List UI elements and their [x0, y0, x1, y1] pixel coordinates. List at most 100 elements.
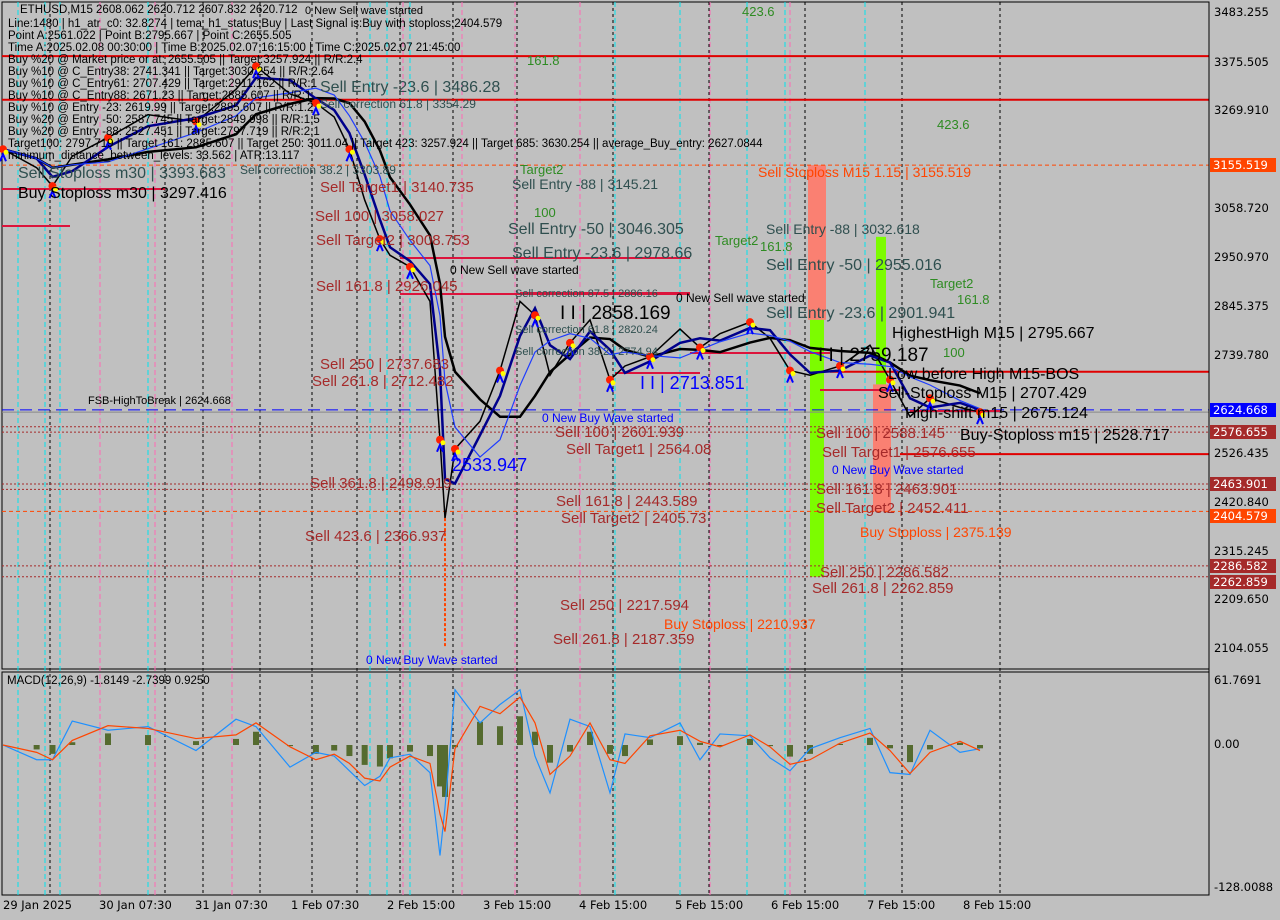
chart-annotation-label: Buy Stoploss | 2375.139: [860, 524, 1012, 540]
chart-annotation-label: Sell Entry -50 | 2955.016: [766, 257, 942, 274]
chart-annotation-label: Sell Stoploss M15 1.15 | 3155.519: [758, 164, 972, 180]
macd-histogram-bar: [361, 745, 368, 765]
price-level-tag: 2463.901: [1210, 477, 1276, 492]
chart-annotation-label: 100: [534, 205, 556, 220]
macd-histogram-bar: [622, 745, 628, 757]
chart-annotation-label: Sell Entry -50 | 3046.305: [508, 221, 684, 238]
chart-annotation-label: Sell Target1 | 3140.735: [320, 179, 474, 196]
macd-histogram-bar: [647, 739, 653, 745]
star-marker: [610, 380, 616, 386]
chart-annotation-label: Sell Target1 | 2576.655: [822, 444, 976, 461]
chart-annotation-label: Buy Stoploss | 2210.937: [664, 616, 816, 632]
moving-average-fast: [2, 76, 981, 486]
chart-annotation-label: Sell correction 38.2 | 2774.94: [515, 346, 658, 358]
info-line: Buy %20 @ Entry -50: 2587.745 || Target:…: [8, 114, 320, 126]
macd-histogram-bar: [787, 745, 793, 757]
macd-histogram-bar: [607, 745, 613, 754]
price-tick-label: 2420.840: [1214, 494, 1269, 509]
info-line: Time A:2025.02.08 00:30:00 | Time B:2025…: [8, 42, 461, 54]
buy-arrow-marker: [311, 105, 320, 116]
buy-arrow-marker: [104, 140, 112, 151]
star-marker: [3, 149, 9, 155]
macd-histogram-bar: [547, 745, 553, 763]
chart-annotation-label: Sell correction 87.5 | 2886.16: [515, 288, 658, 300]
chart-annotation-label: Sell Entry -23.6 | 3486.28: [320, 79, 501, 96]
macd-histogram-bar: [907, 745, 913, 763]
price-level-tag: 2624.668: [1210, 402, 1276, 417]
chart-annotation-label: Sell 250 | 2286.582: [820, 564, 950, 581]
macd-histogram-bar: [717, 745, 723, 747]
macd-histogram-bar: [312, 745, 319, 754]
star-marker: [890, 380, 896, 386]
time-tick-label: 8 Feb 15:00: [963, 898, 1032, 912]
price-tick-label: 3269.910: [1214, 103, 1269, 118]
buy-arrow-marker: [606, 382, 614, 393]
chart-annotation-label: Sell 161.8 | 2443.589: [556, 493, 698, 510]
macd-histogram-bar: [867, 737, 873, 745]
chart-annotation-label: Sell correction 61.8 | 2820.24: [515, 324, 658, 336]
time-tick-label: 3 Feb 15:00: [483, 898, 552, 912]
chart-annotation-label: Sell 423.6 | 2366.937: [305, 528, 447, 545]
chart-annotation-label: Target2: [930, 276, 974, 291]
chart-annotation-label: FSB-HighToBreak | 2624.668: [88, 395, 231, 407]
chart-annotation-label: I I | 2759.187: [818, 345, 929, 366]
time-tick-label: 7 Feb 15:00: [867, 898, 936, 912]
time-tick-label: 5 Feb 15:00: [675, 898, 744, 912]
chart-annotation-label: Sell 250 | 2737.683: [320, 356, 450, 373]
macd-tick-zero: 0.00: [1214, 737, 1240, 751]
chart-annotation-label: Sell 250 | 2217.594: [560, 597, 690, 614]
star-marker: [108, 138, 114, 144]
macd-histogram-bar: [957, 742, 963, 745]
macd-histogram-bar: [49, 745, 56, 754]
chart-annotation-label: 2533.947: [452, 455, 528, 475]
chart-annotation-label: I I | 2858.169: [560, 303, 671, 324]
macd-histogram-bar: [145, 735, 151, 745]
info-line: Buy %10 @ C_Entry38: 2741.341 || Target:…: [8, 66, 334, 78]
macd-tick-min: -128.0088: [1214, 880, 1274, 894]
chart-annotation-label: Sell-Stoploss M15 | 2707.429: [878, 385, 1087, 402]
macd-histogram-bar: [69, 742, 76, 745]
chart-annotation-label: Sell 361.8 | 2498.919: [310, 475, 452, 492]
macd-histogram-bar: [977, 745, 983, 749]
macd-histogram-bar: [567, 745, 573, 752]
buy-arrow-marker: [406, 269, 414, 280]
price-tick-label: 2739.780: [1214, 347, 1269, 362]
star-marker: [500, 371, 506, 377]
chart-annotation-label: Target2: [715, 233, 759, 248]
chart-annotation-label: Target2: [520, 162, 564, 177]
macd-histogram-bar: [677, 736, 683, 745]
macd-histogram-bar: [767, 745, 773, 747]
time-tick-label: 29 Jan 2025: [3, 898, 72, 912]
macd-histogram-bar: [497, 726, 503, 745]
price-tick-label: 3483.255: [1214, 5, 1269, 19]
info-line: Buy %20 @ Entry -88: 2527.451 || Target:…: [8, 126, 320, 138]
star-marker: [256, 66, 262, 72]
chart-annotation-label: 161.8: [957, 292, 990, 307]
time-tick-label: 30 Jan 07:30: [99, 898, 172, 912]
star-marker: [440, 440, 446, 446]
buy-arrow-marker: [696, 349, 704, 360]
moving-average-mid: [2, 87, 981, 458]
symbol-header: ETHUSD,M15 2608.062 2620.712 2607.832 26…: [20, 4, 298, 16]
chart-annotation-label: Sell 100 | 2588.145: [816, 425, 946, 442]
chart-annotation-label: Low before High M15-BOS: [888, 366, 1080, 383]
chart-annotation-label: 161.8: [760, 239, 793, 254]
time-tick-label: 1 Feb 07:30: [291, 898, 360, 912]
chart-annotation-label: High-shift m15 | 2675.124: [905, 405, 1088, 422]
buy-arrow-marker: [496, 373, 504, 383]
macd-histogram-bar: [927, 745, 933, 750]
macd-histogram-bar: [233, 738, 239, 745]
star-marker: [316, 103, 322, 109]
chart-annotation-label: Sell 161.8 | 2926.045: [316, 278, 458, 295]
star-marker: [349, 149, 355, 155]
buy-arrow-marker: [646, 359, 654, 370]
buy-arrow-marker: [886, 382, 894, 393]
macd-histogram-bar: [442, 745, 448, 797]
chart-annotation-label: Buy Stoploss m30 | 3297.416: [18, 185, 227, 202]
buy-arrow-marker: [926, 400, 934, 411]
macd-histogram-bar: [407, 745, 413, 752]
buy-arrow-marker: [436, 442, 444, 453]
chart-annotation-label: 423.6: [742, 4, 775, 19]
